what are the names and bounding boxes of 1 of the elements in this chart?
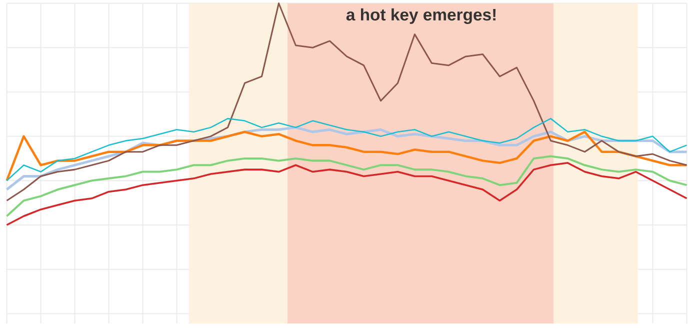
annotation: a hot key emerges! [346, 8, 496, 24]
